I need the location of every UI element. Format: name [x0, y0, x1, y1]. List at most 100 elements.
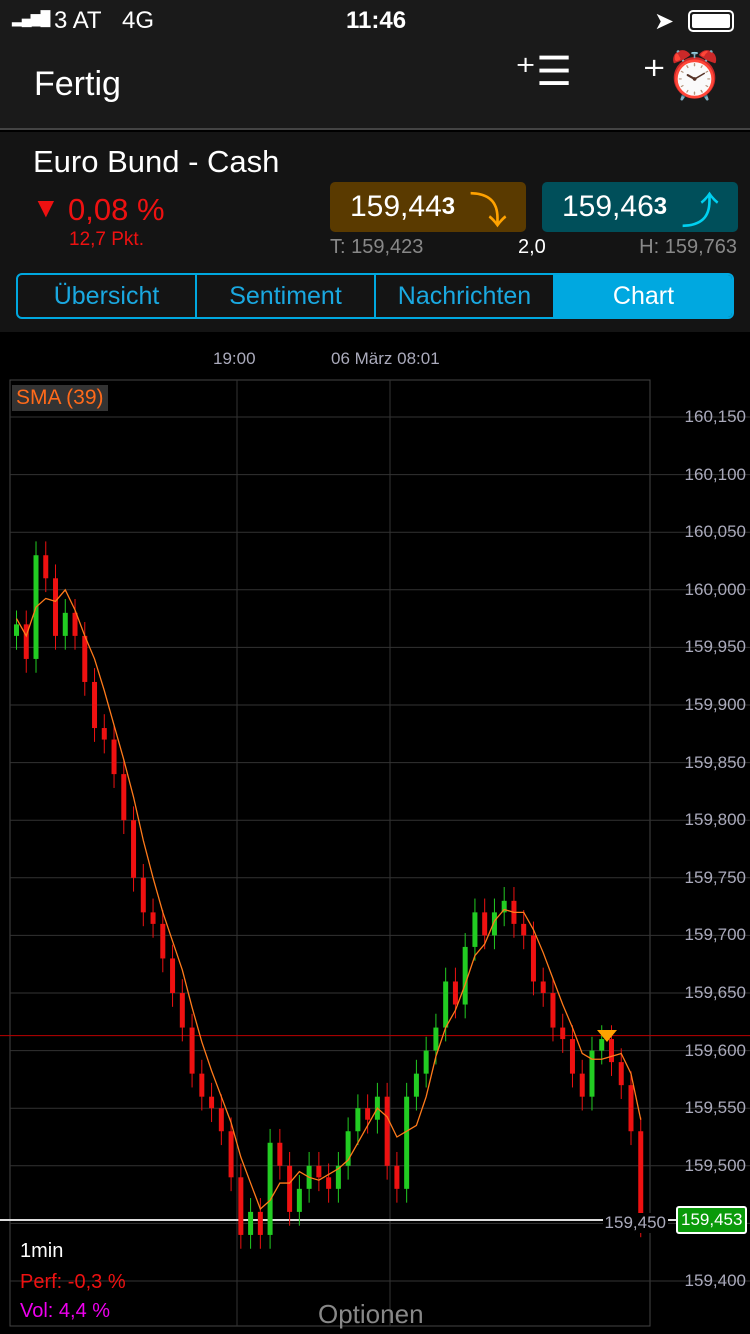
instrument-name: Euro Bund - Cash: [33, 144, 280, 179]
candle: [287, 1165, 293, 1212]
candle: [150, 912, 156, 924]
tab-sentiment[interactable]: Sentiment: [197, 275, 376, 317]
candle: [521, 923, 527, 936]
candle: [296, 1188, 302, 1212]
candle: [82, 635, 88, 682]
candle: [638, 1131, 644, 1224]
vol-label: Vol: 4,4 %: [20, 1300, 111, 1322]
plot-frame: [9, 379, 651, 1327]
candle: [111, 739, 117, 775]
candle: [335, 1165, 341, 1189]
candle: [530, 935, 536, 982]
ask-pip: 3: [653, 193, 668, 220]
sma-label[interactable]: SMA (39): [12, 385, 108, 411]
trade-marker-icon: [597, 1030, 617, 1042]
candle: [209, 1096, 215, 1109]
y-tick-label: 160,050: [684, 522, 746, 542]
y-tick-label: 159,950: [684, 637, 746, 657]
y-tick-label: 160,000: [684, 579, 746, 599]
candle: [452, 981, 458, 1005]
candle: [248, 1211, 254, 1235]
network: 4G: [122, 7, 155, 34]
candle: [560, 1027, 566, 1040]
location-icon: ➤: [654, 8, 675, 35]
candle: [179, 993, 185, 1028]
nav-bar: Fertig ⁺☰ ⁺⏰: [0, 40, 750, 130]
tab-bar: Übersicht Sentiment Nachrichten Chart: [16, 273, 734, 319]
x-label: 06 März 08:01: [331, 349, 440, 368]
bid-pip: 3: [441, 193, 456, 220]
y-tick-label: 159,850: [684, 752, 746, 772]
add-alarm-icon[interactable]: ⁺⏰: [642, 49, 724, 101]
candle: [23, 624, 29, 659]
candle: [43, 555, 49, 579]
high-price: H: 159,763: [639, 236, 737, 258]
arrow-down-icon: ⤵: [469, 190, 508, 233]
spread: 2,0: [518, 236, 546, 258]
y-tick-label: 160,100: [684, 464, 746, 484]
carrier: 3 AT: [54, 7, 102, 34]
y-tick-label: 159,600: [684, 1040, 746, 1060]
candle: [462, 946, 468, 1005]
candle: [257, 1211, 263, 1235]
candle: [160, 923, 166, 959]
bid-button[interactable]: 159,44 3 ⤵: [330, 182, 526, 233]
add-watchlist-icon[interactable]: ⁺☰: [515, 50, 572, 94]
y-tick-label: 159,550: [684, 1098, 746, 1118]
candle: [365, 1108, 371, 1120]
ask-button[interactable]: 159,46 3 ⤴: [542, 182, 738, 233]
candle: [277, 1142, 283, 1166]
candle: [618, 1062, 624, 1086]
interval-label[interactable]: 1min: [20, 1240, 64, 1262]
current-price-label: 159,453: [676, 1206, 748, 1234]
tab-overview[interactable]: Übersicht: [18, 275, 197, 317]
y-tick-label: 159,800: [684, 810, 746, 830]
low-price: T: 159,423: [330, 236, 424, 258]
candle: [540, 981, 546, 993]
candle: [355, 1108, 361, 1132]
status-bar: ▂▄▆█ 3 AT 4G 11:46 ➤: [0, 0, 750, 40]
y-tick-label: 159,450: [602, 1213, 668, 1234]
candle: [326, 1177, 332, 1189]
candle: [101, 728, 107, 740]
candle: [482, 912, 488, 936]
perf-label: Perf: -0,3 %: [20, 1271, 126, 1293]
tab-chart[interactable]: Chart: [555, 275, 732, 317]
options-button[interactable]: Optionen: [318, 1299, 424, 1329]
y-tick-label: 159,750: [684, 867, 746, 887]
y-tick-label: 159,700: [684, 925, 746, 945]
candle: [433, 1027, 439, 1051]
candle: [218, 1108, 224, 1132]
x-label: 19:00: [213, 349, 256, 368]
candle: [228, 1131, 234, 1178]
candle: [599, 1039, 605, 1051]
candle: [394, 1165, 400, 1189]
candle: [72, 612, 78, 636]
candle: [62, 612, 68, 636]
candle: [579, 1073, 585, 1097]
battery-icon: [688, 10, 734, 32]
y-tick-label: 160,150: [684, 407, 746, 426]
candle: [608, 1039, 614, 1063]
ask-price: 159,46: [562, 190, 654, 223]
tab-news[interactable]: Nachrichten: [376, 275, 555, 317]
candle: [316, 1165, 322, 1178]
change-percent: 0,08 %: [68, 192, 165, 227]
candle: [267, 1142, 273, 1235]
y-tick-label: 159,500: [684, 1155, 746, 1175]
bid-price: 159,44: [350, 190, 442, 223]
done-button[interactable]: Fertig: [34, 65, 121, 103]
down-arrow-icon: ▼: [32, 192, 60, 223]
candle: [413, 1073, 419, 1097]
candle: [345, 1131, 351, 1166]
candle: [199, 1073, 205, 1097]
y-tick-label: 159,400: [684, 1271, 746, 1290]
candle: [569, 1039, 575, 1074]
candle: [131, 820, 137, 878]
candle: [14, 624, 19, 636]
candle: [491, 912, 497, 936]
y-tick-label: 159,650: [684, 983, 746, 1002]
candle: [404, 1096, 410, 1189]
signal-icon: ▂▄▆█: [12, 10, 50, 26]
